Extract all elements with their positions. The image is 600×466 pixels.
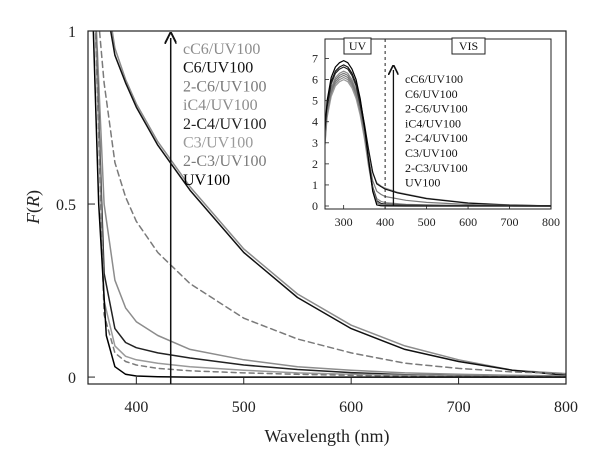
inset-plot: 300 400 500 600 700 800 0 1 2 3 4 5 6 7 UV VIS cC6/UV1… — [312, 37, 560, 229]
inset-legend-item-2-c6-uv100: 2-C6/UV100 — [405, 102, 468, 116]
inset-x-tick-label-500: 500 — [418, 215, 436, 229]
main-series-ic4-uv100 — [95, 31, 566, 377]
main-series-group — [92, 31, 566, 378]
inset-x-tick-label-600: 600 — [459, 215, 477, 229]
inset-x-tick-label-700: 700 — [501, 215, 519, 229]
legend-item-c3-uv100: C3/UV100 — [183, 135, 253, 152]
uv-region-label-box — [343, 37, 372, 55]
inset-y-tick-label-6: 6 — [312, 73, 318, 87]
inset-overlay-group: UV VIS — [343, 37, 486, 209]
main-series-cc6-uv100 — [111, 31, 566, 375]
vis-region-label: VIS — [459, 39, 478, 53]
inset-legend-item-2-c4-uv100: 2-C4/UV100 — [405, 131, 468, 145]
inset-y-tick-label-0: 0 — [312, 199, 318, 213]
x-tick-label-400: 400 — [124, 399, 148, 416]
y-axis-title-main: F — [23, 212, 43, 225]
y-tick-label-1: 0.5 — [56, 197, 76, 214]
y-tick-label-0: 0 — [68, 370, 76, 387]
inset-legend-item-cc6-uv100: cC6/UV100 — [405, 72, 463, 86]
main-series-c6-uv100 — [109, 31, 566, 377]
legend-item-c6-uv100: C6/UV100 — [183, 60, 253, 77]
x-tick-label-800: 800 — [554, 399, 578, 416]
legend-item-2-c6-uv100: 2-C6/UV100 — [183, 78, 267, 95]
y-tick-label-2: 1 — [68, 24, 76, 41]
inset-x-tick-label-800: 800 — [542, 215, 560, 229]
main-plot-frame — [87, 30, 567, 385]
x-tick-label-500: 500 — [232, 399, 256, 416]
inset-tick-group: 300 400 500 600 700 800 0 1 2 3 4 5 6 7 — [312, 52, 560, 229]
inset-legend-item-c6-uv100: C6/UV100 — [405, 87, 458, 101]
main-series-uv100 — [92, 31, 566, 378]
inset-plot-frame — [324, 38, 552, 210]
legend-item-2-c3-uv100: 2-C3/UV100 — [183, 153, 267, 170]
inset-y-tick-label-7: 7 — [312, 52, 318, 66]
inset-series-group — [325, 60, 551, 207]
inset-y-tick-label-4: 4 — [312, 115, 318, 129]
inset-legend-item-uv100: UV100 — [405, 176, 440, 190]
legend-item-ic4-uv100: iC4/UV100 — [183, 97, 258, 114]
uv-region-label: UV — [349, 39, 367, 53]
y-axis-title-var: R — [23, 196, 43, 208]
main-series-2-c6-uv100 — [98, 31, 566, 375]
inset-y-tick-label-5: 5 — [312, 94, 318, 108]
x-tick-label-700: 700 — [447, 399, 471, 416]
y-axis-title: F(R) — [23, 190, 44, 225]
inset-legend-item-2-c3-uv100: 2-C3/UV100 — [405, 161, 468, 175]
inset-x-tick-label-400: 400 — [376, 215, 394, 229]
inset-legend-item-c3-uv100: C3/UV100 — [405, 146, 458, 160]
inset-y-tick-label-3: 3 — [312, 136, 318, 150]
legend-item-cc6-uv100: cC6/UV100 — [183, 41, 260, 58]
inset-legend: cC6/UV100C6/UV1002-C6/UV100iC4/UV1002-C4… — [405, 72, 468, 190]
y-axis-title-close-paren: ) — [23, 190, 44, 196]
x-tick-label-600: 600 — [339, 399, 363, 416]
inset-x-tick-label-300: 300 — [335, 215, 353, 229]
inset-y-tick-label-2: 2 — [312, 157, 318, 171]
inset-legend-item-ic4-uv100: iC4/UV100 — [405, 116, 461, 130]
y-axis-title-open-paren: ( — [23, 207, 44, 213]
main-series-2-c3-uv100 — [94, 31, 566, 378]
legend-item-uv100: UV100 — [183, 172, 230, 189]
x-axis-title: Wavelength (nm) — [264, 426, 389, 447]
inset-y-tick-label-1: 1 — [312, 178, 318, 192]
vis-region-label-box — [451, 37, 486, 55]
legend-item-2-c4-uv100: 2-C4/UV100 — [183, 116, 267, 133]
main-tick-group: 400 500 600 700 800 0 0.5 1 — [56, 24, 578, 416]
